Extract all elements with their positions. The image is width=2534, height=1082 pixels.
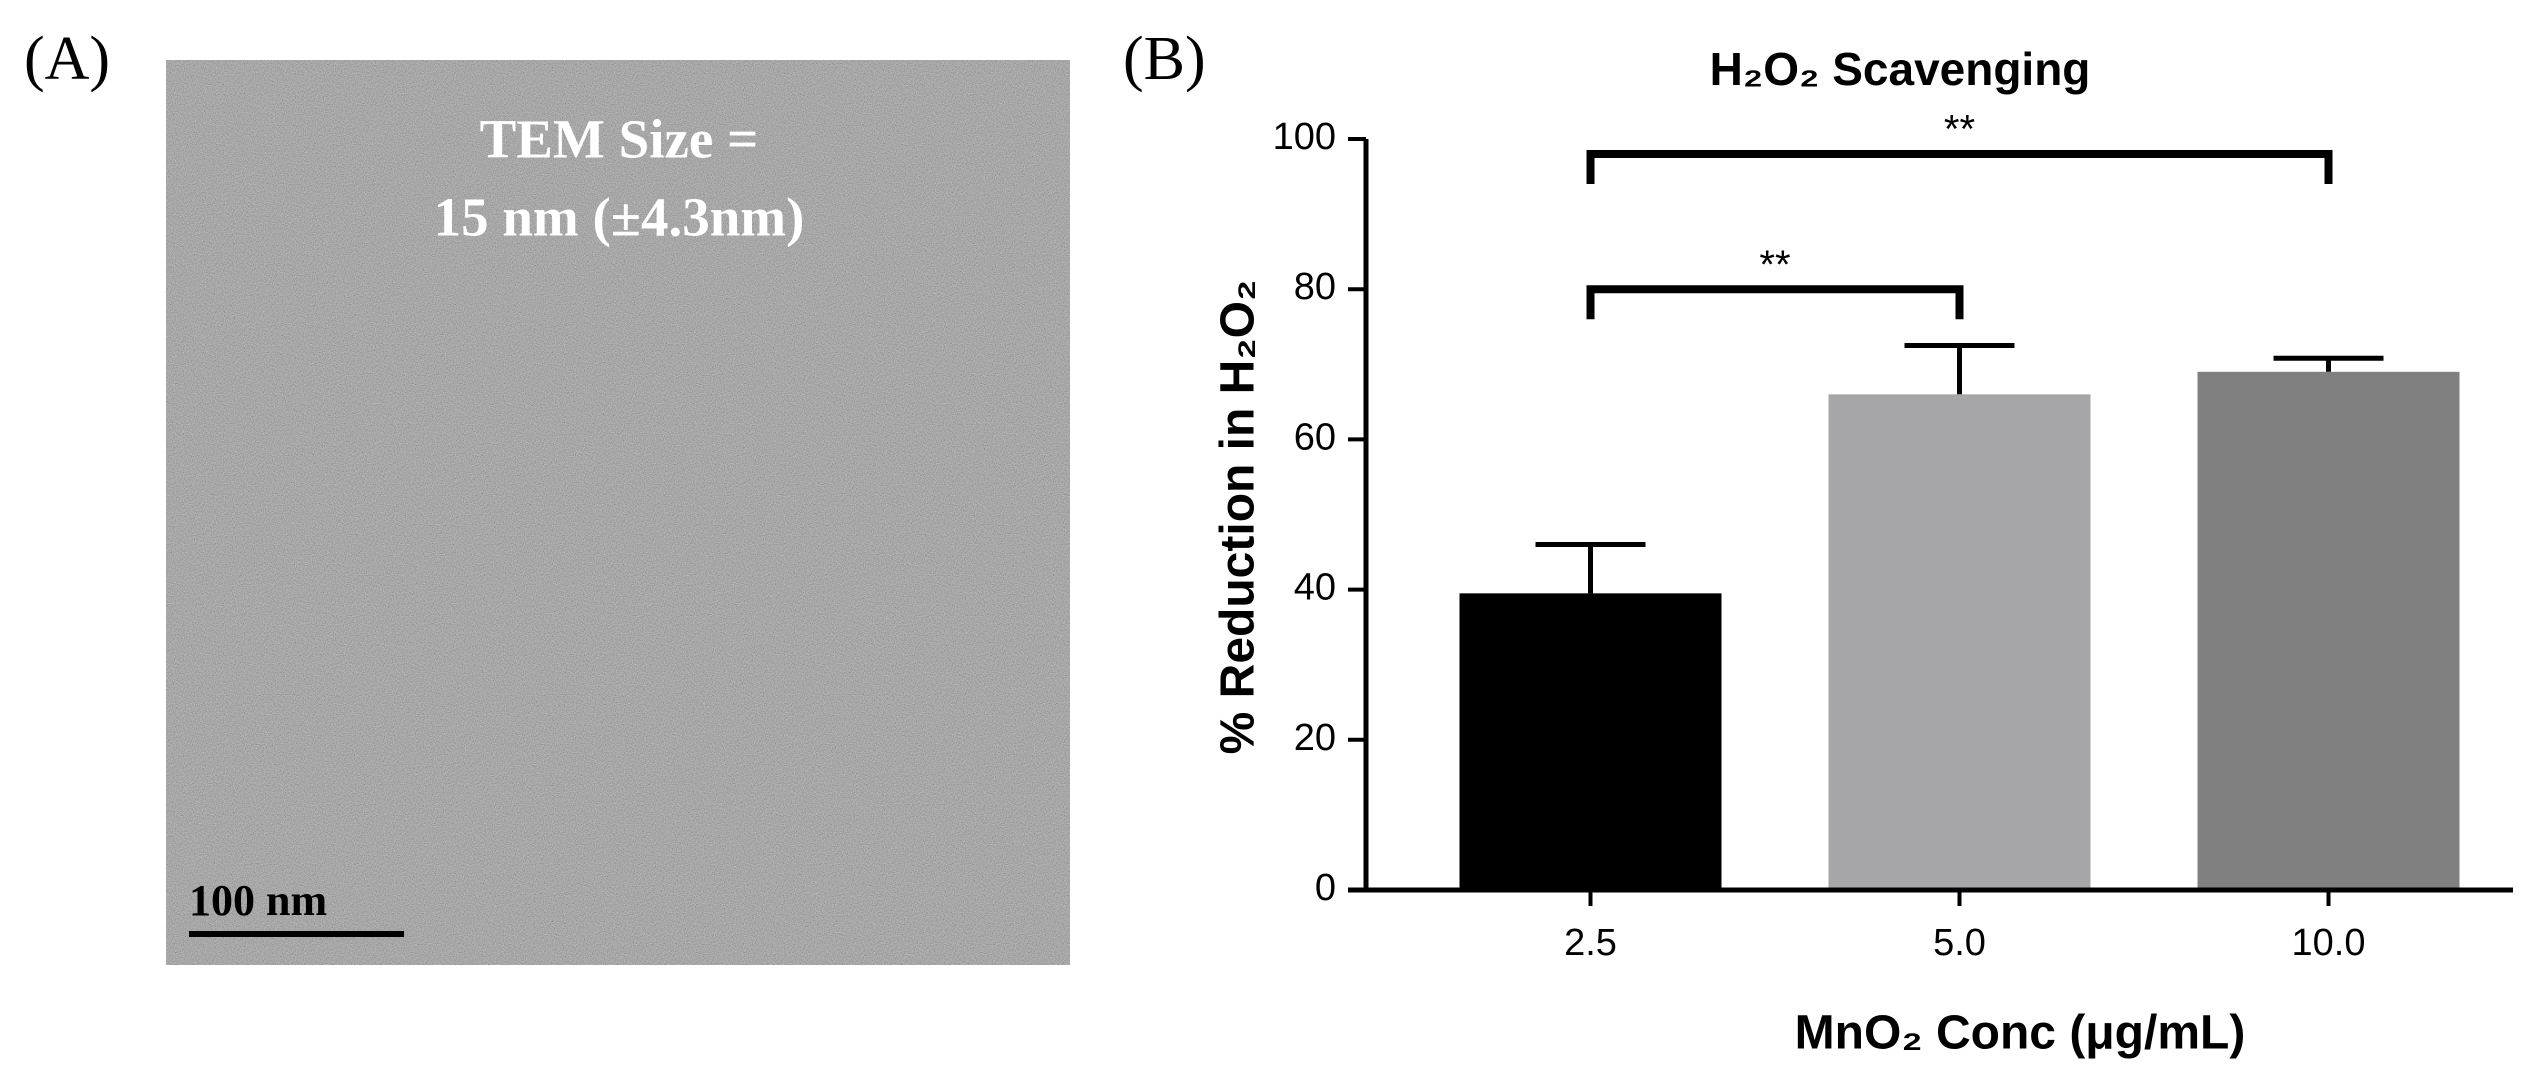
significance-label: ** xyxy=(1944,108,1975,152)
significance-label: ** xyxy=(1759,243,1790,287)
scale-bar-label: 100 nm xyxy=(189,876,327,925)
bar xyxy=(1459,593,1722,890)
chart-title: H₂O₂ Scavenging xyxy=(1710,43,2091,95)
y-tick-label: 40 xyxy=(1294,567,1336,609)
y-axis-label: % Reduction in H₂O₂ xyxy=(1212,280,1265,755)
tem-image: TEM Size = 15 nm (±4.3nm) 100 nm xyxy=(166,60,1070,965)
x-tick-label: 2.5 xyxy=(1564,922,1617,964)
image-annotation: 15 nm (±4.3nm) xyxy=(434,187,805,248)
bar xyxy=(1828,394,2091,890)
bar xyxy=(2197,371,2460,890)
y-tick-label: 20 xyxy=(1294,717,1336,759)
significance-bracket xyxy=(1586,285,1964,320)
bar-chart: H₂O₂ Scavenging MnO₂ Conc (μg/mL) % Redu… xyxy=(1212,43,2513,1060)
x-axis-label: MnO₂ Conc (μg/mL) xyxy=(1795,1007,2246,1060)
y-tick-label: 100 xyxy=(1273,116,1336,158)
y-tick-label: 80 xyxy=(1294,266,1336,308)
panel-label: (B) xyxy=(1123,25,1206,93)
panel-label: (A) xyxy=(24,25,110,93)
x-tick-label: 5.0 xyxy=(1933,922,1986,964)
image-annotation: TEM Size = xyxy=(480,109,759,170)
x-tick-label: 10.0 xyxy=(2292,922,2366,964)
y-tick-label: 0 xyxy=(1315,867,1336,909)
significance-bracket xyxy=(1586,150,2333,185)
tem-noise xyxy=(166,60,1070,965)
y-tick-label: 60 xyxy=(1294,416,1336,458)
